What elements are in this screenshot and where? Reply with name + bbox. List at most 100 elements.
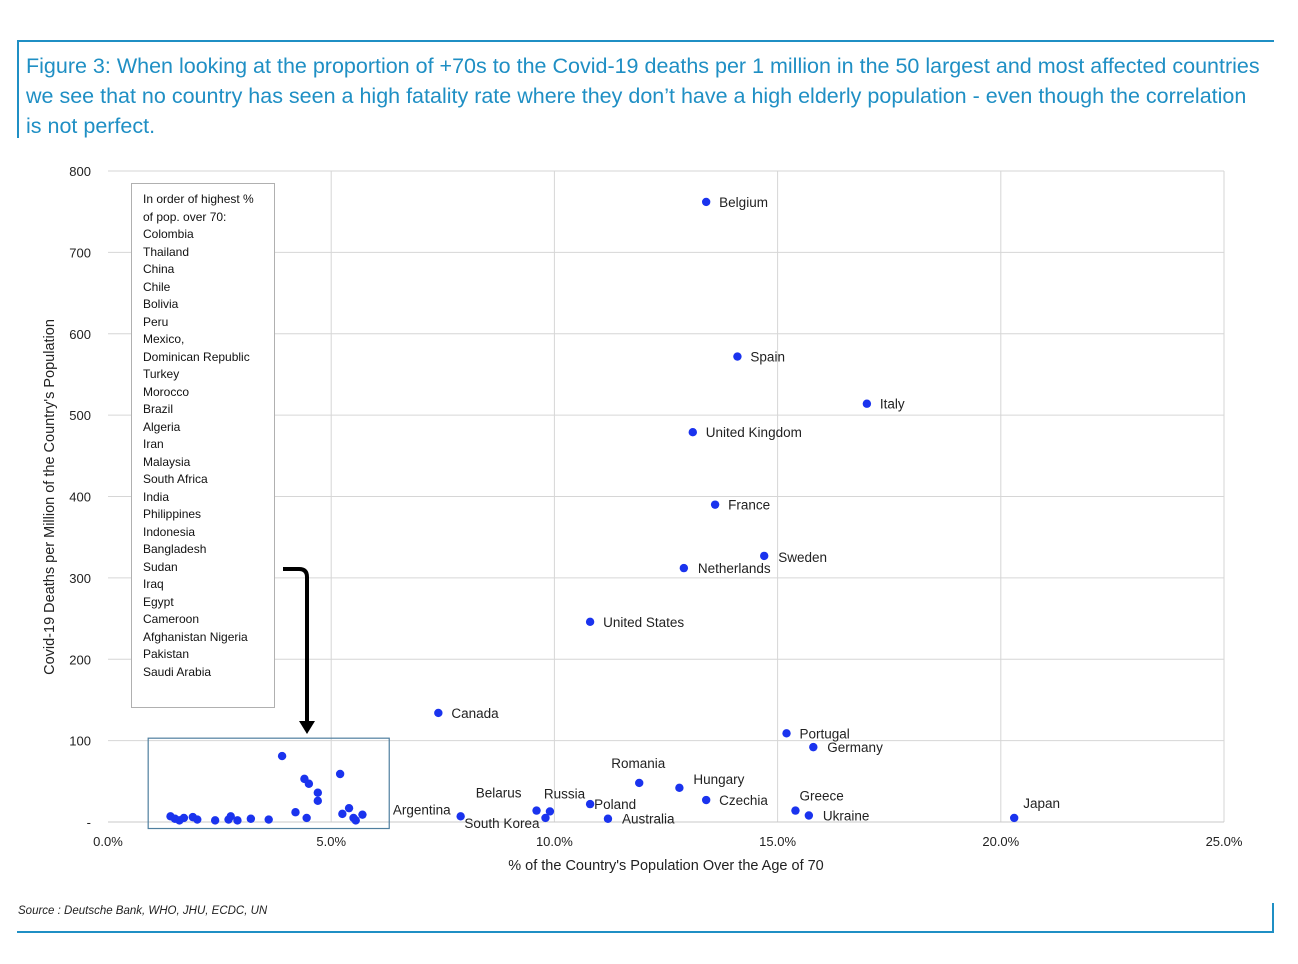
data-point: [344, 803, 354, 813]
country-list-title-line: of pop. over 70:: [143, 209, 227, 224]
data-point: [804, 811, 814, 820]
x-tick-label: 15.0%: [759, 834, 796, 849]
data-point: [291, 808, 300, 817]
y-tick-label: 500: [69, 408, 91, 423]
country-list-item: Brazil: [143, 402, 174, 416]
country-list-item: Indonesia: [143, 524, 196, 539]
point-label: Greece: [799, 789, 843, 804]
data-point: [710, 500, 720, 509]
country-list-item: Pakistan: [143, 647, 190, 661]
y-tick-label: -: [87, 815, 91, 830]
point-label: Australia: [622, 812, 675, 827]
arrow-connector: [283, 567, 309, 722]
country-list-title-line: In order of highest %: [143, 192, 254, 206]
data-point: [358, 810, 367, 819]
data-point: [809, 742, 818, 752]
point-label: Belgium: [719, 195, 768, 210]
x-tick-label: 20.0%: [982, 834, 1019, 849]
point-label: South Korea: [464, 816, 540, 831]
country-list-item: Philippines: [143, 507, 202, 521]
country-list-item: Turkey: [143, 367, 180, 381]
data-point: [782, 729, 791, 738]
x-tick-label: 10.0%: [536, 834, 573, 849]
data-point: [679, 563, 689, 573]
data-point: [313, 796, 323, 806]
y-tick-label: 400: [69, 490, 91, 505]
point-label: Japan: [1023, 796, 1060, 811]
data-points: [166, 197, 1019, 825]
country-list-item: Chile: [143, 279, 171, 294]
point-label: Ukraine: [823, 808, 870, 823]
data-point: [701, 795, 711, 805]
point-label: Portugal: [800, 726, 850, 741]
point-label: Poland: [594, 797, 636, 812]
data-point: [210, 816, 220, 825]
point-label: Belarus: [476, 786, 522, 801]
point-label: Italy: [880, 397, 905, 412]
country-list-item: Cameroon: [143, 612, 200, 626]
data-point: [335, 769, 345, 779]
y-tick-label: 200: [69, 652, 91, 667]
data-point: [1009, 813, 1019, 823]
y-tick-label: 600: [69, 327, 91, 342]
data-point: [688, 428, 697, 437]
data-point: [701, 197, 711, 207]
point-label: Romania: [611, 756, 666, 771]
figure-title: Figure 3: When looking at the proportion…: [26, 54, 1260, 138]
country-list-item: Mexico,: [143, 332, 185, 346]
data-point: [351, 816, 360, 825]
data-point: [635, 778, 644, 788]
data-point: [313, 788, 323, 797]
x-axis-label: % of the Country's Population Over the A…: [508, 858, 824, 874]
point-labels: Belgium Spain Italy United Kingdom France Swe…: [393, 195, 1060, 831]
country-list-box: In order of highest % of pop. over 70: Co…: [131, 183, 275, 708]
country-list-item: Iraq: [143, 577, 164, 591]
country-list-item: Colombia: [143, 227, 194, 241]
point-label: Sweden: [778, 550, 827, 565]
data-point: [302, 813, 311, 823]
country-list-item: Bolivia: [143, 297, 179, 311]
axis-ticks: - 100 200 300 400 500 600 700 800 0.0% 5.0% 10.0% 15…: [69, 164, 1243, 849]
y-tick-label: 800: [69, 164, 91, 179]
country-list-item: Thailand: [143, 244, 190, 259]
data-point: [585, 617, 595, 627]
data-point: [541, 813, 550, 823]
country-list-item: Malaysia: [143, 454, 191, 469]
data-point: [434, 708, 443, 718]
data-point: [791, 806, 800, 815]
country-list-item: Algeria: [143, 419, 181, 434]
data-point: [233, 816, 242, 825]
country-list-item: Afghanistan Nigeria: [143, 629, 248, 644]
data-point: [532, 806, 541, 815]
frame-right-rule: [1272, 903, 1274, 933]
point-label: Czechia: [719, 793, 768, 808]
country-list-item: Saudi Arabia: [143, 664, 212, 679]
data-point: [193, 815, 202, 824]
point-label: United States: [603, 615, 684, 630]
point-label: Germany: [827, 740, 883, 755]
data-point: [264, 815, 273, 824]
grid-lines: [108, 170, 1225, 823]
y-tick-label: 100: [69, 734, 91, 749]
point-label: Netherlands: [698, 561, 771, 576]
point-label: Canada: [451, 706, 499, 721]
source-note: Source : Deutsche Bank, WHO, JHU, ECDC, …: [18, 905, 268, 917]
x-tick-label: 5.0%: [316, 834, 346, 849]
country-list-item: South Africa: [143, 472, 208, 486]
y-tick-label: 300: [69, 571, 91, 586]
highlight-box: [147, 737, 390, 830]
country-list-title: In order of highest % of pop. over 70:: [143, 191, 274, 226]
country-list-item: Peru: [143, 314, 169, 329]
country-list-item: Dominican Republic: [143, 349, 250, 364]
x-tick-label: 25.0%: [1206, 834, 1243, 849]
data-point: [760, 551, 769, 561]
country-list-item: Sudan: [143, 559, 178, 574]
country-list-item: Morocco: [143, 384, 190, 399]
data-point: [456, 812, 465, 821]
country-list-item: India: [143, 489, 170, 504]
data-point: [675, 783, 684, 793]
data-point: [862, 399, 872, 408]
country-list-items: Colombia Thailand China Chile Bolivia Peru Mex…: [143, 226, 274, 681]
country-list-item: Iran: [143, 437, 164, 451]
